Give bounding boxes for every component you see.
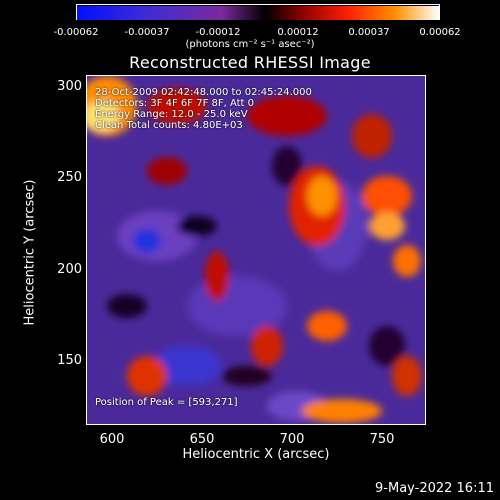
colorbar-gradient	[77, 6, 439, 20]
footer-date: 9-May-2022 16:11	[375, 481, 494, 496]
y-tick: 150	[57, 353, 82, 368]
info-energy-range: Energy Range: 12.0 - 25.0 keV	[95, 109, 248, 120]
colorbar-tick: -0.00012	[195, 27, 241, 38]
colorbar-tick: 0.00037	[348, 27, 390, 38]
info-detectors: Detectors: 3F 4F 6F 7F 8F, Att 0	[95, 98, 255, 109]
rhessi-image: 28-Oct-2009 02:42:48.000 to 02:45:24.000…	[86, 75, 426, 425]
y-tick: 250	[57, 170, 82, 185]
y-tick: 300	[57, 79, 82, 94]
y-tick: 200	[57, 262, 82, 277]
heatmap-canvas	[87, 76, 425, 424]
x-tick: 700	[279, 432, 305, 447]
colorbar-units: (photons cm⁻² s⁻¹ asec⁻²)	[185, 39, 315, 50]
colorbar-tick: -0.00062	[53, 27, 99, 38]
info-total-counts: Clean Total counts: 4.80E+03	[95, 120, 243, 131]
colorbar-tick: 0.00012	[277, 27, 319, 38]
colorbar-tick: -0.00037	[124, 27, 170, 38]
x-tick: 750	[369, 432, 395, 447]
image-title: Reconstructed RHESSI Image	[129, 53, 371, 72]
y-axis-label: Heliocentric Y (arcsec)	[22, 179, 38, 326]
colorbar-tick: 0.00062	[419, 27, 461, 38]
x-tick: 650	[189, 432, 215, 447]
peak-position: Position of Peak = [593,271]	[95, 397, 238, 408]
x-tick: 600	[99, 432, 125, 447]
colorbar	[76, 4, 440, 20]
x-axis-label: Heliocentric X (arcsec)	[182, 447, 330, 462]
info-time-range: 28-Oct-2009 02:42:48.000 to 02:45:24.000	[95, 87, 312, 98]
